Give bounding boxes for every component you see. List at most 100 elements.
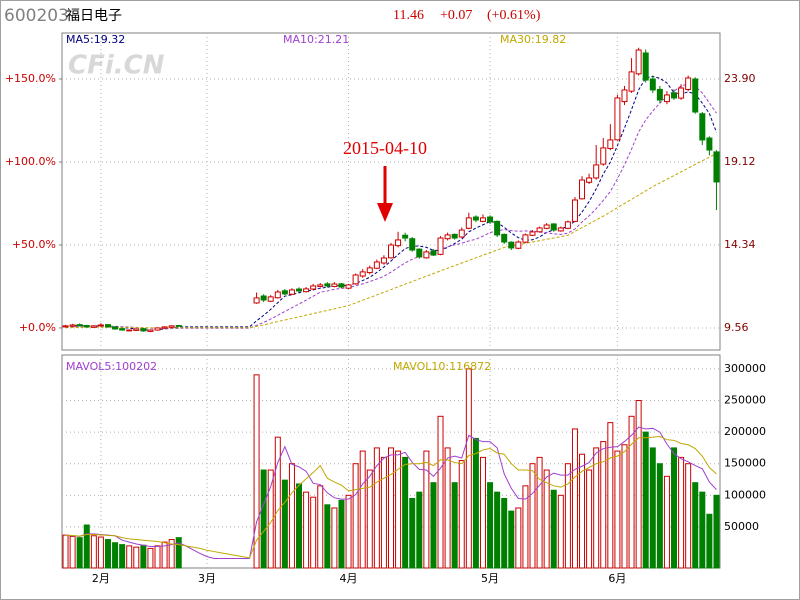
- y-tick-label: 300000: [724, 362, 766, 375]
- volume-bar: [281, 479, 288, 569]
- candle-body: [267, 296, 274, 302]
- candle-body: [586, 177, 593, 183]
- volume-bar: [97, 536, 104, 569]
- volume-bar: [133, 546, 140, 569]
- candle-body: [119, 328, 126, 331]
- y-tick-label: 9.56: [724, 321, 749, 334]
- candle-body: [607, 139, 614, 149]
- candle-body: [126, 329, 133, 332]
- volume-bar: [642, 431, 649, 569]
- candle-body: [69, 324, 76, 327]
- volume-bar: [324, 504, 331, 569]
- volume-bar: [359, 450, 366, 569]
- candle-body: [571, 199, 578, 222]
- candle-body: [112, 326, 119, 330]
- volume-bar: [380, 456, 387, 569]
- candle-body: [388, 244, 394, 259]
- volume-bar: [90, 535, 97, 569]
- volume-bar: [253, 374, 260, 569]
- volume-bar: [444, 447, 451, 569]
- legend-label: MAVOL5:100202: [66, 360, 157, 373]
- candle-body: [161, 326, 168, 329]
- candle-body: [501, 233, 508, 243]
- volume-bar: [402, 456, 409, 569]
- candle-body: [288, 289, 295, 295]
- volume-bar: [161, 541, 168, 569]
- candle-body: [472, 216, 479, 221]
- volume-bar: [317, 485, 324, 569]
- legend-label: MA5:19.32: [66, 33, 125, 46]
- volume-bar: [508, 510, 515, 569]
- candle-body: [423, 251, 430, 259]
- candle-body: [104, 324, 111, 328]
- candle-body: [494, 220, 501, 236]
- volume-bar: [678, 456, 685, 569]
- candle-body: [366, 267, 373, 274]
- legend-label: MA10:21.21: [283, 33, 349, 46]
- x-tick-label: 4月: [340, 572, 358, 585]
- volume-bar: [416, 491, 423, 569]
- candle-body: [76, 324, 83, 327]
- candle-body: [479, 217, 486, 222]
- volume-bar: [175, 537, 182, 569]
- volume-bar: [112, 542, 119, 569]
- volume-bar: [557, 494, 564, 569]
- volume-bar: [331, 507, 338, 569]
- volume-bar: [487, 482, 494, 569]
- volume-bar: [692, 482, 699, 569]
- volume-bar: [62, 534, 69, 569]
- volume-bar: [366, 469, 373, 569]
- candle-body: [487, 216, 494, 223]
- volume-bar: [600, 441, 607, 569]
- volume-bar: [338, 499, 345, 569]
- x-tick-label: 3月: [198, 572, 216, 585]
- volume-bar: [543, 469, 550, 569]
- volume-bar: [310, 496, 317, 569]
- volume-bar: [472, 437, 479, 569]
- candle-body: [550, 223, 557, 231]
- candle-body: [451, 233, 458, 239]
- candle-body: [274, 291, 281, 299]
- volume-bar: [713, 494, 720, 569]
- volume-bar: [479, 456, 486, 569]
- volume-bar: [671, 447, 678, 569]
- volume-bar: [104, 539, 111, 569]
- volume-bar: [373, 447, 380, 569]
- volume-bar: [529, 463, 536, 569]
- y-tick-label: 50000: [724, 520, 759, 533]
- volume-bar: [409, 497, 416, 569]
- y2-tick-label: +150.0%: [5, 72, 56, 85]
- candle-body: [154, 327, 161, 331]
- candle-body: [444, 234, 451, 240]
- volume-bar: [515, 507, 522, 569]
- candle-body: [168, 325, 175, 328]
- candle-body: [579, 179, 586, 200]
- volume-bar: [352, 463, 359, 569]
- candle-body: [175, 325, 182, 327]
- volume-bar: [536, 456, 543, 569]
- x-tick-label: 2月: [92, 572, 110, 585]
- change: +0.07: [440, 8, 472, 23]
- candle-body: [713, 151, 720, 183]
- candle-body: [543, 224, 550, 229]
- candle-body: [409, 238, 416, 251]
- volume-bar: [423, 450, 430, 569]
- candle-body: [699, 113, 706, 141]
- volume-bar: [501, 497, 508, 569]
- volume-bar: [628, 415, 635, 569]
- candle-body: [508, 241, 515, 249]
- volume-bar: [69, 535, 76, 569]
- candle-body: [303, 288, 310, 293]
- candle-body: [345, 284, 352, 289]
- candle-body: [614, 97, 621, 141]
- ma-line: [65, 436, 717, 559]
- volume-bar: [296, 483, 303, 569]
- candle-body: [140, 328, 147, 332]
- candle-body: [649, 78, 656, 91]
- volume-bar: [522, 485, 529, 569]
- candle-body: [281, 290, 288, 295]
- volume-bar: [388, 447, 394, 569]
- volume-bar: [147, 547, 154, 569]
- candle-body: [458, 229, 465, 238]
